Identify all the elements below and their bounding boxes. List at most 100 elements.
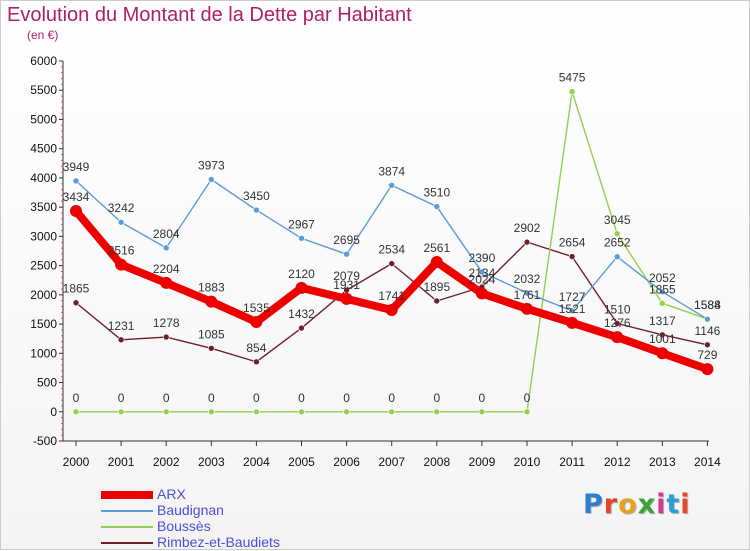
- y-tick-label: 5000: [30, 112, 57, 126]
- logo-letter: i: [680, 489, 691, 520]
- data-label: 2079: [333, 269, 360, 283]
- data-point: [701, 363, 714, 376]
- x-tick-label: 2004: [243, 455, 270, 469]
- x-tick-label: 2000: [63, 455, 90, 469]
- data-label: 2652: [604, 236, 631, 250]
- legend-swatch: [101, 510, 153, 512]
- data-label: 1865: [63, 282, 90, 296]
- data-label: 1855: [649, 282, 676, 296]
- data-label: 3434: [63, 190, 90, 204]
- logo-letter: P: [583, 489, 604, 520]
- chart-title: Evolution du Montant de la Dette par Hab…: [7, 4, 412, 26]
- y-tick-label: 5500: [30, 83, 57, 97]
- data-point: [523, 238, 531, 246]
- data-label: 0: [163, 391, 170, 405]
- data-point: [208, 345, 215, 352]
- legend-swatch: [101, 542, 153, 544]
- data-label: 1278: [153, 316, 180, 330]
- legend-item: ARX: [101, 486, 361, 503]
- data-label: 854: [246, 341, 266, 355]
- data-label: 2902: [514, 221, 541, 235]
- data-point: [117, 218, 125, 226]
- data-label: 1535: [243, 301, 270, 315]
- data-point: [658, 300, 666, 307]
- logo-letter: o: [618, 489, 638, 520]
- data-point: [340, 292, 353, 305]
- data-label: 3242: [108, 201, 135, 215]
- data-point: [72, 408, 80, 416]
- data-point: [250, 316, 263, 329]
- data-point: [160, 276, 173, 289]
- data-label: 1895: [423, 280, 450, 294]
- data-point: [475, 287, 488, 300]
- x-tick-label: 2010: [514, 455, 541, 469]
- data-point: [70, 205, 82, 218]
- data-point: [704, 315, 711, 323]
- x-tick-label: 2012: [604, 455, 631, 469]
- data-point: [656, 347, 669, 360]
- data-label: 1761: [514, 288, 541, 302]
- data-label: 1317: [649, 314, 676, 328]
- y-tick-label: 2000: [30, 288, 57, 302]
- data-point: [613, 320, 621, 327]
- data-point: [72, 177, 80, 185]
- data-label: 2390: [469, 251, 496, 265]
- data-label: 1588: [694, 298, 721, 312]
- data-label: 2052: [649, 271, 676, 285]
- data-label: 2561: [423, 241, 450, 255]
- data-label: 2204: [153, 262, 180, 276]
- data-label: 1741: [378, 289, 405, 303]
- data-point: [72, 299, 80, 307]
- data-point: [253, 206, 260, 214]
- legend-label: Rimbez-et-Baudiets: [157, 534, 280, 550]
- data-label: 2534: [378, 243, 405, 257]
- data-label: 0: [208, 391, 215, 405]
- data-point: [298, 235, 305, 242]
- y-tick-label: 2500: [30, 259, 57, 273]
- x-tick-label: 2011: [559, 455, 585, 469]
- data-label: 2024: [469, 272, 496, 286]
- y-tick-label: 0: [50, 405, 57, 419]
- data-point: [568, 253, 576, 260]
- data-point: [208, 408, 215, 416]
- data-label: 0: [298, 391, 305, 405]
- data-point: [298, 408, 305, 416]
- y-tick-label: 4000: [30, 171, 57, 185]
- data-label: 1231: [108, 319, 135, 333]
- data-label: 3874: [378, 164, 405, 178]
- data-label: 0: [343, 391, 350, 405]
- data-label: 1432: [288, 307, 315, 321]
- data-label: 3510: [423, 186, 450, 200]
- legend-label: ARX: [157, 486, 186, 502]
- data-point: [433, 408, 441, 416]
- data-label: 2032: [514, 272, 541, 286]
- data-point: [295, 281, 308, 294]
- data-label: 1883: [198, 281, 225, 295]
- logo-letter: x: [637, 489, 657, 520]
- data-point: [478, 408, 486, 416]
- logo-letter: i: [656, 489, 667, 520]
- data-point: [162, 333, 170, 341]
- chart-subtitle: (en €): [27, 28, 59, 42]
- y-tick-label: 1000: [30, 346, 57, 360]
- y-tick-label: 1500: [30, 317, 57, 331]
- y-tick-label: 3000: [30, 229, 57, 243]
- data-point: [658, 331, 666, 339]
- data-label: 2967: [288, 217, 315, 231]
- data-point: [162, 408, 170, 416]
- data-point: [523, 289, 531, 297]
- data-point: [388, 408, 396, 416]
- x-tick-label: 2001: [108, 455, 135, 469]
- data-point: [115, 258, 128, 271]
- chart-legend: ARX Baudignan Boussès Rimbez-et-Baudiets: [101, 486, 361, 551]
- data-point: [385, 303, 398, 316]
- data-point: [205, 295, 218, 308]
- data-label: 2804: [153, 227, 180, 241]
- data-point: [433, 203, 441, 210]
- legend-label: Baudignan: [157, 502, 224, 518]
- y-tick-label: 6000: [30, 54, 57, 68]
- data-label: 1727: [559, 290, 586, 304]
- data-label: 1931: [333, 278, 360, 292]
- data-label: 0: [253, 391, 260, 405]
